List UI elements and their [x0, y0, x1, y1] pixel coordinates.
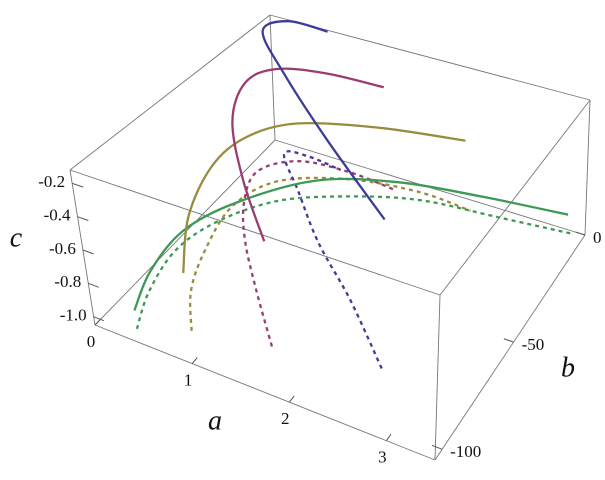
box-edge — [269, 14, 276, 141]
c-tick-label: -0.6 — [49, 239, 76, 258]
box-edge — [69, 169, 441, 296]
dashed-curve — [189, 176, 471, 331]
box-edge — [69, 14, 271, 171]
solid-curve — [182, 121, 466, 274]
b-tick — [503, 338, 514, 343]
solid-curve — [133, 177, 569, 311]
a-tick — [191, 357, 198, 364]
b-axis-title: b — [561, 352, 575, 383]
c-tick — [71, 182, 84, 188]
b-tick-label: 0 — [593, 228, 602, 247]
b-tick — [575, 231, 586, 236]
b-tick — [431, 444, 443, 450]
c-tick-label: -0.8 — [54, 272, 81, 291]
c-tick — [88, 282, 99, 288]
ticks: 0 1 2 3 0 -50 -100 -0.2 -0.4 -0.6 -0.8 -1.0 — [38, 172, 601, 466]
box-edge — [439, 99, 591, 296]
box-edge — [584, 99, 591, 236]
plot-box — [69, 14, 591, 461]
curves — [133, 20, 571, 369]
a-axis-title: a — [208, 405, 222, 436]
c-tick-label: -1.0 — [60, 306, 87, 325]
dashed-curve — [241, 160, 396, 347]
dashed-curve — [282, 150, 383, 369]
b-tick-label: -100 — [450, 442, 481, 461]
box-edge — [69, 169, 96, 326]
a-tick — [386, 433, 392, 442]
a-tick-label: 2 — [281, 409, 290, 428]
a-tick-label: 3 — [378, 448, 387, 467]
solid-curve — [261, 20, 386, 221]
solid-curve — [231, 67, 385, 242]
box-edge — [434, 234, 586, 461]
box-edge — [434, 294, 441, 461]
a-tick — [288, 395, 295, 403]
c-tick-label: -0.2 — [38, 172, 65, 191]
b-tick-label: -50 — [522, 335, 545, 354]
c-tick — [93, 316, 105, 322]
c-tick — [82, 249, 94, 255]
c-tick — [77, 216, 89, 221]
a-tick-label: 1 — [184, 370, 193, 389]
dashed-curve — [135, 195, 571, 330]
box-edge — [94, 324, 436, 461]
c-axis-title: c — [10, 222, 23, 253]
c-tick-label: -0.4 — [44, 206, 71, 225]
a-tick-label: 0 — [87, 332, 96, 351]
a-tick — [94, 319, 101, 326]
